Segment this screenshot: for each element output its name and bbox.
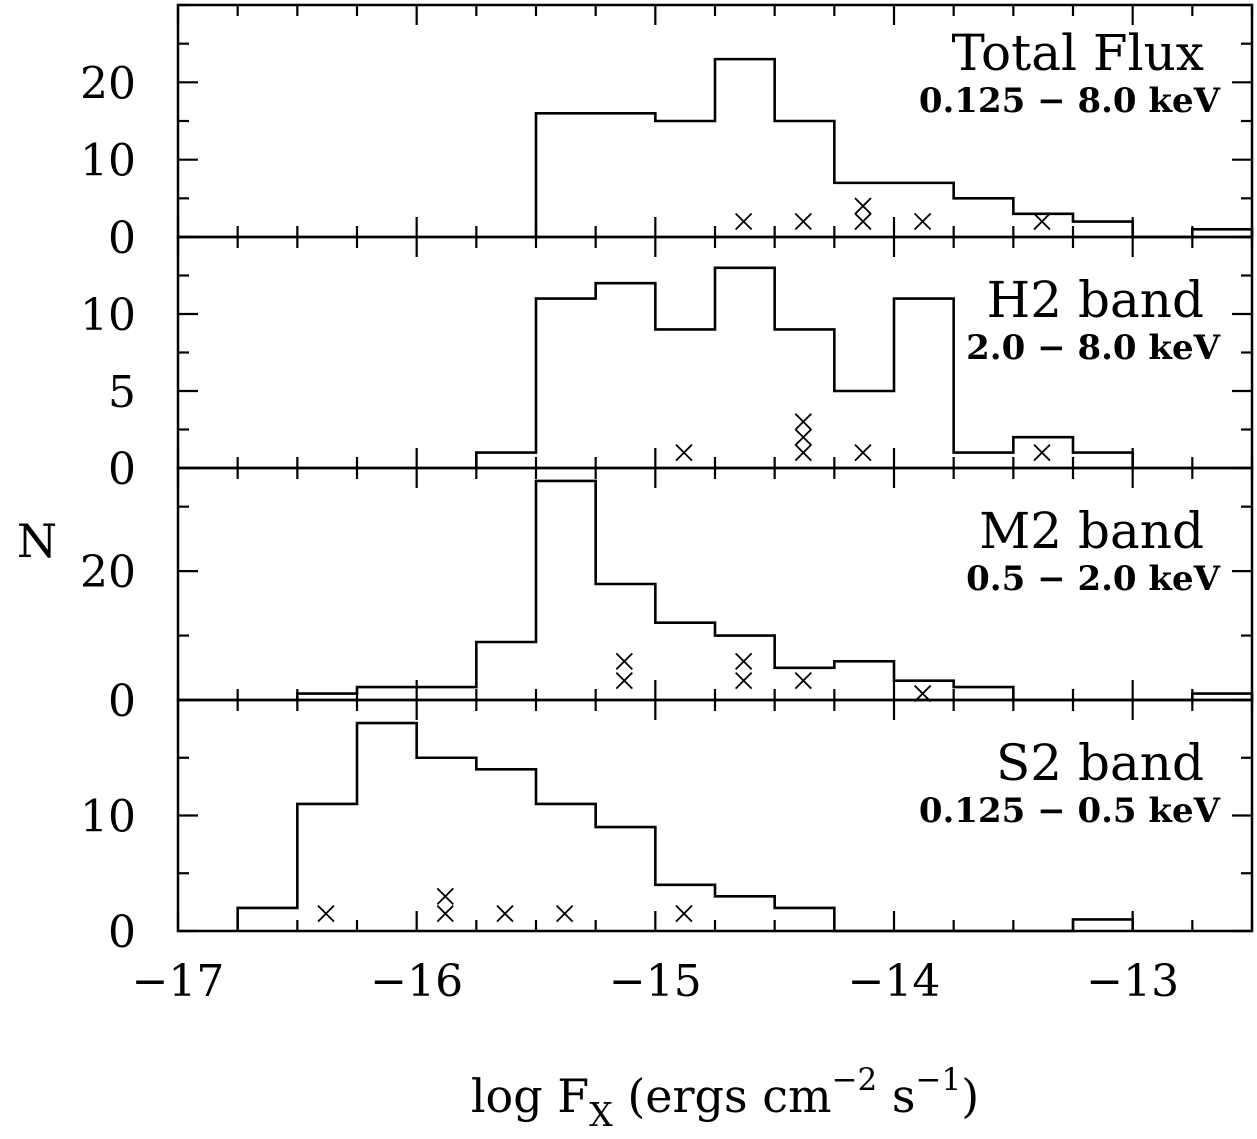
histogram-outline <box>475 266 1134 468</box>
x-axis-label-main: log F <box>471 1069 589 1123</box>
y-tick-label: 0 <box>108 676 136 727</box>
x-marker <box>1033 443 1051 462</box>
y-tick-label: 0 <box>108 907 136 958</box>
y-tick-label: 10 <box>80 290 136 341</box>
x-marker <box>675 905 693 923</box>
x-marker <box>735 652 753 670</box>
x-marker <box>854 212 872 231</box>
x-marker <box>317 905 335 923</box>
panel-title: H2 band <box>987 271 1204 329</box>
x-axis-label-units-open: (ergs cm <box>627 1069 831 1123</box>
panel-subtitle: 2.0 − 8.0 keV <box>966 328 1220 368</box>
x-marker <box>436 905 454 923</box>
panel-subtitle: 0.125 − 0.5 keV <box>919 791 1221 831</box>
panel-title: M2 band <box>979 502 1204 560</box>
x-marker <box>794 443 812 462</box>
x-marker <box>615 672 633 690</box>
x-marker <box>794 212 812 231</box>
panel-title: Total Flux <box>952 24 1204 82</box>
x-marker <box>854 443 872 462</box>
x-axis-label-subscript: X <box>589 1095 613 1134</box>
x-axis-label: log FX (ergs cm−2 s−1) <box>471 1062 979 1134</box>
x-marker <box>735 212 753 231</box>
x-marker <box>556 905 574 923</box>
y-tick-label: 10 <box>80 792 136 843</box>
x-marker <box>675 443 693 462</box>
x-marker <box>496 905 514 923</box>
x-axis-label-exponent-1: −2 <box>832 1062 878 1098</box>
x-tick-label: −16 <box>370 956 463 1007</box>
y-tick-label: 0 <box>108 213 136 264</box>
x-axis-label-exponent-2: −1 <box>916 1062 962 1098</box>
x-tick-label: −15 <box>609 956 702 1007</box>
y-axis-label: N <box>17 514 57 568</box>
y-tick-label: 10 <box>80 136 136 187</box>
histogram-outline <box>236 721 1134 933</box>
x-tick-label: −17 <box>132 956 225 1007</box>
y-tick-label: 20 <box>80 547 136 598</box>
x-marker <box>854 197 872 215</box>
panel-subtitle: 0.5 − 2.0 keV <box>966 559 1220 599</box>
y-tick-label: 20 <box>80 58 136 109</box>
y-tick-label: 0 <box>108 444 136 495</box>
x-marker <box>794 413 812 431</box>
x-marker <box>914 212 932 231</box>
x-marker <box>794 428 812 446</box>
y-tick-label: 5 <box>108 367 136 418</box>
x-marker <box>436 887 454 905</box>
x-tick-label: −14 <box>848 956 941 1007</box>
x-axis-label-close: ) <box>961 1069 979 1123</box>
x-axis-label-units-mid: s <box>892 1069 916 1123</box>
x-marker <box>794 672 812 690</box>
x-marker <box>615 652 633 670</box>
x-marker <box>735 672 753 690</box>
x-marker <box>1033 212 1051 231</box>
x-tick-label: −13 <box>1086 956 1179 1007</box>
panel-subtitle: 0.125 − 8.0 keV <box>919 81 1221 121</box>
panel-title: S2 band <box>996 734 1204 792</box>
